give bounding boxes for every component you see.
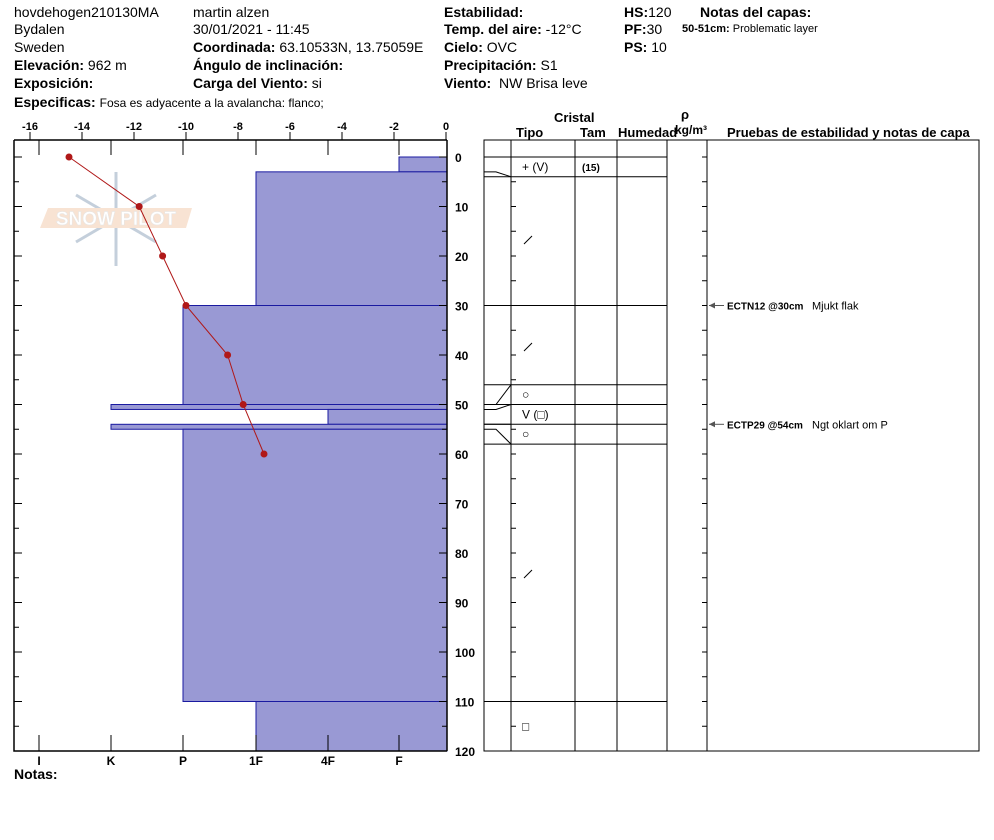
arrow-icon xyxy=(709,302,715,309)
datetime: 30/01/2021 - 11:45 xyxy=(193,21,310,37)
layer-connector xyxy=(484,171,512,178)
hardness-bar xyxy=(110,423,448,430)
aspect: Exposición: xyxy=(14,75,94,91)
temperature-point xyxy=(224,351,232,359)
temperature-point xyxy=(182,302,190,309)
depth-label: 30 xyxy=(455,300,469,314)
hardness-bar xyxy=(255,171,448,306)
stability: Estabilidad: xyxy=(444,4,524,20)
temperature-point xyxy=(260,450,268,458)
temperature-point xyxy=(159,252,167,260)
grain-type: ○ xyxy=(522,427,529,441)
size-header: Tam xyxy=(580,125,606,140)
hardness-label: F xyxy=(395,754,402,768)
ps: PS: 10 xyxy=(624,39,667,55)
depth-label: 110 xyxy=(455,696,475,710)
coordinates: Coordinada: 63.10533N, 13.75059E xyxy=(193,39,424,55)
grain-type: ○ xyxy=(522,388,529,402)
precipitation: Precipitación: S1 xyxy=(444,57,558,73)
site-name: hovdehogen210130MA xyxy=(14,4,159,20)
moisture-header: Humedad xyxy=(618,125,678,140)
temperature-point xyxy=(65,153,73,161)
depth-label: 120 xyxy=(455,745,475,759)
observer: martin alzen xyxy=(193,4,270,20)
tests-header: Pruebas de estabilidad y notas de capa xyxy=(727,125,970,140)
hs: HS:120 xyxy=(624,4,672,20)
temp-tick-label: -4 xyxy=(337,121,348,133)
country: Sweden xyxy=(14,39,65,55)
temperature-point xyxy=(239,401,247,408)
specifics: Especificas: Fosa es adyacente a la aval… xyxy=(14,94,324,110)
hardness-bar xyxy=(327,408,448,425)
hardness-bar xyxy=(110,404,448,410)
temperature-point xyxy=(135,203,143,210)
depth-label: 100 xyxy=(455,646,475,660)
grain-size: (15) xyxy=(582,163,600,174)
sky: Cielo: OVC xyxy=(444,39,518,55)
depth-label: 40 xyxy=(455,349,469,363)
temp-tick-label: -14 xyxy=(74,121,91,133)
depth-label: 70 xyxy=(455,498,469,512)
arrow-icon xyxy=(709,421,715,428)
temp-tick-label: -8 xyxy=(233,121,243,133)
elevation: Elevación: 962 m xyxy=(14,57,127,73)
layer-table xyxy=(483,139,980,752)
wind: Viento: NW Brisa leve xyxy=(444,75,588,91)
snowpilot-logo: SNOW PILOT xyxy=(40,172,192,266)
wind-loading: Carga del Viento: si xyxy=(193,75,322,91)
test-note: Mjukt flak xyxy=(812,301,859,313)
depth-label: 0 xyxy=(455,151,462,165)
temp-tick-label: -10 xyxy=(178,121,194,133)
hardness-bar xyxy=(182,428,448,702)
location: Bydalen xyxy=(14,21,65,37)
depth-label: 90 xyxy=(455,597,469,611)
grain-type: + (V) xyxy=(522,160,548,174)
temp-tick-label: -16 xyxy=(22,121,38,133)
density-symbol: ρ xyxy=(681,107,690,122)
hardness-bar xyxy=(255,701,448,752)
depth-label: 80 xyxy=(455,547,469,561)
logo-text: SNOW PILOT xyxy=(56,209,177,230)
grain-type: V (□) xyxy=(522,407,549,421)
hardness-label: 4F xyxy=(321,754,335,768)
grain-icon-precip-fragment xyxy=(523,235,533,245)
crystal-header: Cristal xyxy=(554,110,595,125)
air-temp: Temp. del aire: -12°C xyxy=(444,21,582,37)
layer-notes-title: Notas del capas: xyxy=(700,4,812,20)
slope-angle: Ángulo de inclinación: xyxy=(193,57,344,73)
test-note: Ngt oklart om P xyxy=(812,419,888,431)
hardness-label: K xyxy=(107,754,116,768)
temp-tick-label: 0 xyxy=(443,121,449,133)
hardness-label: 1F xyxy=(249,754,263,768)
density-unit: kg/m³ xyxy=(675,123,708,137)
test-code: ECTN12 @30cm xyxy=(727,302,804,313)
type-header: Tipo xyxy=(516,125,544,140)
pf: PF:30 xyxy=(624,21,663,37)
hardness-label: P xyxy=(179,754,187,768)
test-code: ECTP29 @54cm xyxy=(727,420,803,431)
temp-tick-label: -2 xyxy=(389,121,399,133)
layer-connector xyxy=(484,404,512,410)
grain-type: □ xyxy=(522,719,529,733)
depth-label: 60 xyxy=(455,448,469,462)
layer-connector xyxy=(484,384,512,405)
notes-label: Notas: xyxy=(14,766,58,782)
hardness-bar xyxy=(398,156,448,173)
temp-tick-label: -6 xyxy=(285,121,295,133)
grain-icon-precip-fragment xyxy=(523,342,533,352)
depth-label: 50 xyxy=(455,399,469,413)
hardness-bar xyxy=(182,305,448,405)
layer-connector xyxy=(484,428,512,445)
hardness-label: I xyxy=(37,754,40,768)
layer-note: 50-51cm: Problematic layer xyxy=(682,23,818,35)
depth-label: 20 xyxy=(455,250,469,264)
temp-tick-label: -12 xyxy=(126,121,142,133)
depth-label: 10 xyxy=(455,201,469,215)
grain-icon-precip-fragment xyxy=(523,569,533,579)
